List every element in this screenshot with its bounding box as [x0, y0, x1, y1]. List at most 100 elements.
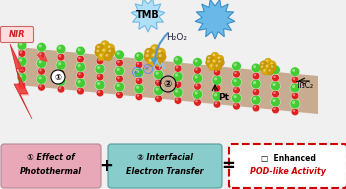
Circle shape [51, 70, 65, 84]
Circle shape [20, 67, 22, 70]
Circle shape [175, 74, 178, 77]
Text: ①: ① [54, 73, 62, 81]
Circle shape [270, 64, 276, 71]
Circle shape [38, 67, 45, 75]
Circle shape [134, 84, 144, 94]
Circle shape [194, 67, 201, 74]
Circle shape [232, 61, 241, 71]
Circle shape [95, 80, 105, 90]
Circle shape [271, 65, 280, 75]
Circle shape [234, 95, 237, 98]
Circle shape [39, 69, 42, 71]
Circle shape [106, 54, 108, 57]
Text: NIR: NIR [9, 30, 25, 39]
Circle shape [268, 69, 271, 72]
Circle shape [97, 50, 100, 53]
Circle shape [233, 70, 240, 78]
Circle shape [18, 50, 26, 57]
Circle shape [56, 76, 66, 86]
Circle shape [101, 47, 109, 56]
Circle shape [217, 59, 225, 67]
Circle shape [207, 60, 210, 63]
Circle shape [115, 82, 125, 92]
Circle shape [214, 93, 217, 96]
Text: TMB: TMB [136, 10, 160, 20]
Circle shape [264, 64, 272, 71]
Circle shape [38, 60, 42, 64]
Circle shape [150, 44, 160, 54]
Circle shape [254, 74, 256, 76]
Circle shape [101, 40, 109, 49]
Circle shape [135, 61, 143, 68]
Text: +: + [99, 157, 113, 175]
Circle shape [214, 63, 222, 71]
Circle shape [251, 79, 261, 89]
Circle shape [264, 58, 272, 65]
Circle shape [59, 87, 61, 89]
Text: Electron Transfer: Electron Transfer [126, 167, 204, 176]
Circle shape [154, 70, 164, 80]
Circle shape [192, 89, 202, 99]
Circle shape [262, 68, 269, 75]
Circle shape [267, 68, 274, 75]
Circle shape [251, 63, 261, 73]
Circle shape [216, 55, 224, 63]
Circle shape [214, 77, 217, 81]
Circle shape [154, 86, 164, 96]
Circle shape [96, 57, 104, 65]
Circle shape [39, 85, 42, 88]
Circle shape [155, 63, 162, 70]
Circle shape [95, 64, 105, 74]
Circle shape [273, 76, 276, 78]
Circle shape [213, 68, 221, 76]
Polygon shape [12, 46, 34, 121]
Circle shape [251, 95, 261, 105]
Circle shape [150, 52, 160, 61]
Circle shape [212, 91, 222, 101]
Circle shape [78, 48, 81, 51]
Circle shape [137, 78, 139, 81]
Circle shape [211, 58, 219, 66]
Circle shape [253, 81, 256, 84]
Circle shape [252, 72, 260, 80]
Circle shape [98, 59, 100, 61]
Text: □  Enhanced: □ Enhanced [261, 153, 316, 163]
Circle shape [108, 49, 111, 52]
Circle shape [212, 75, 222, 85]
Circle shape [96, 73, 104, 81]
Circle shape [99, 54, 102, 57]
Circle shape [106, 44, 115, 52]
Circle shape [272, 74, 279, 82]
Circle shape [252, 104, 260, 112]
Text: Pt: Pt [218, 94, 229, 102]
Circle shape [194, 83, 201, 90]
Circle shape [290, 67, 300, 77]
Text: POD-like Activity: POD-like Activity [250, 167, 326, 176]
Circle shape [156, 96, 159, 99]
Text: H₂O₂: H₂O₂ [166, 33, 188, 43]
Circle shape [173, 71, 183, 81]
Circle shape [17, 72, 27, 82]
Circle shape [20, 51, 22, 53]
Circle shape [293, 77, 295, 80]
Circle shape [176, 66, 178, 69]
Circle shape [206, 59, 213, 67]
Circle shape [102, 42, 105, 45]
Circle shape [194, 91, 198, 94]
Circle shape [38, 84, 45, 91]
Circle shape [156, 80, 159, 83]
Circle shape [134, 52, 144, 61]
Circle shape [210, 64, 212, 67]
Text: Photothermal: Photothermal [20, 167, 82, 176]
Circle shape [136, 54, 139, 57]
Circle shape [58, 78, 61, 81]
Circle shape [20, 83, 22, 86]
Circle shape [155, 95, 162, 102]
Circle shape [154, 54, 163, 63]
Circle shape [155, 88, 159, 91]
Circle shape [78, 80, 81, 83]
FancyBboxPatch shape [0, 26, 34, 43]
Circle shape [36, 58, 46, 68]
Circle shape [176, 82, 178, 85]
Circle shape [154, 57, 163, 67]
